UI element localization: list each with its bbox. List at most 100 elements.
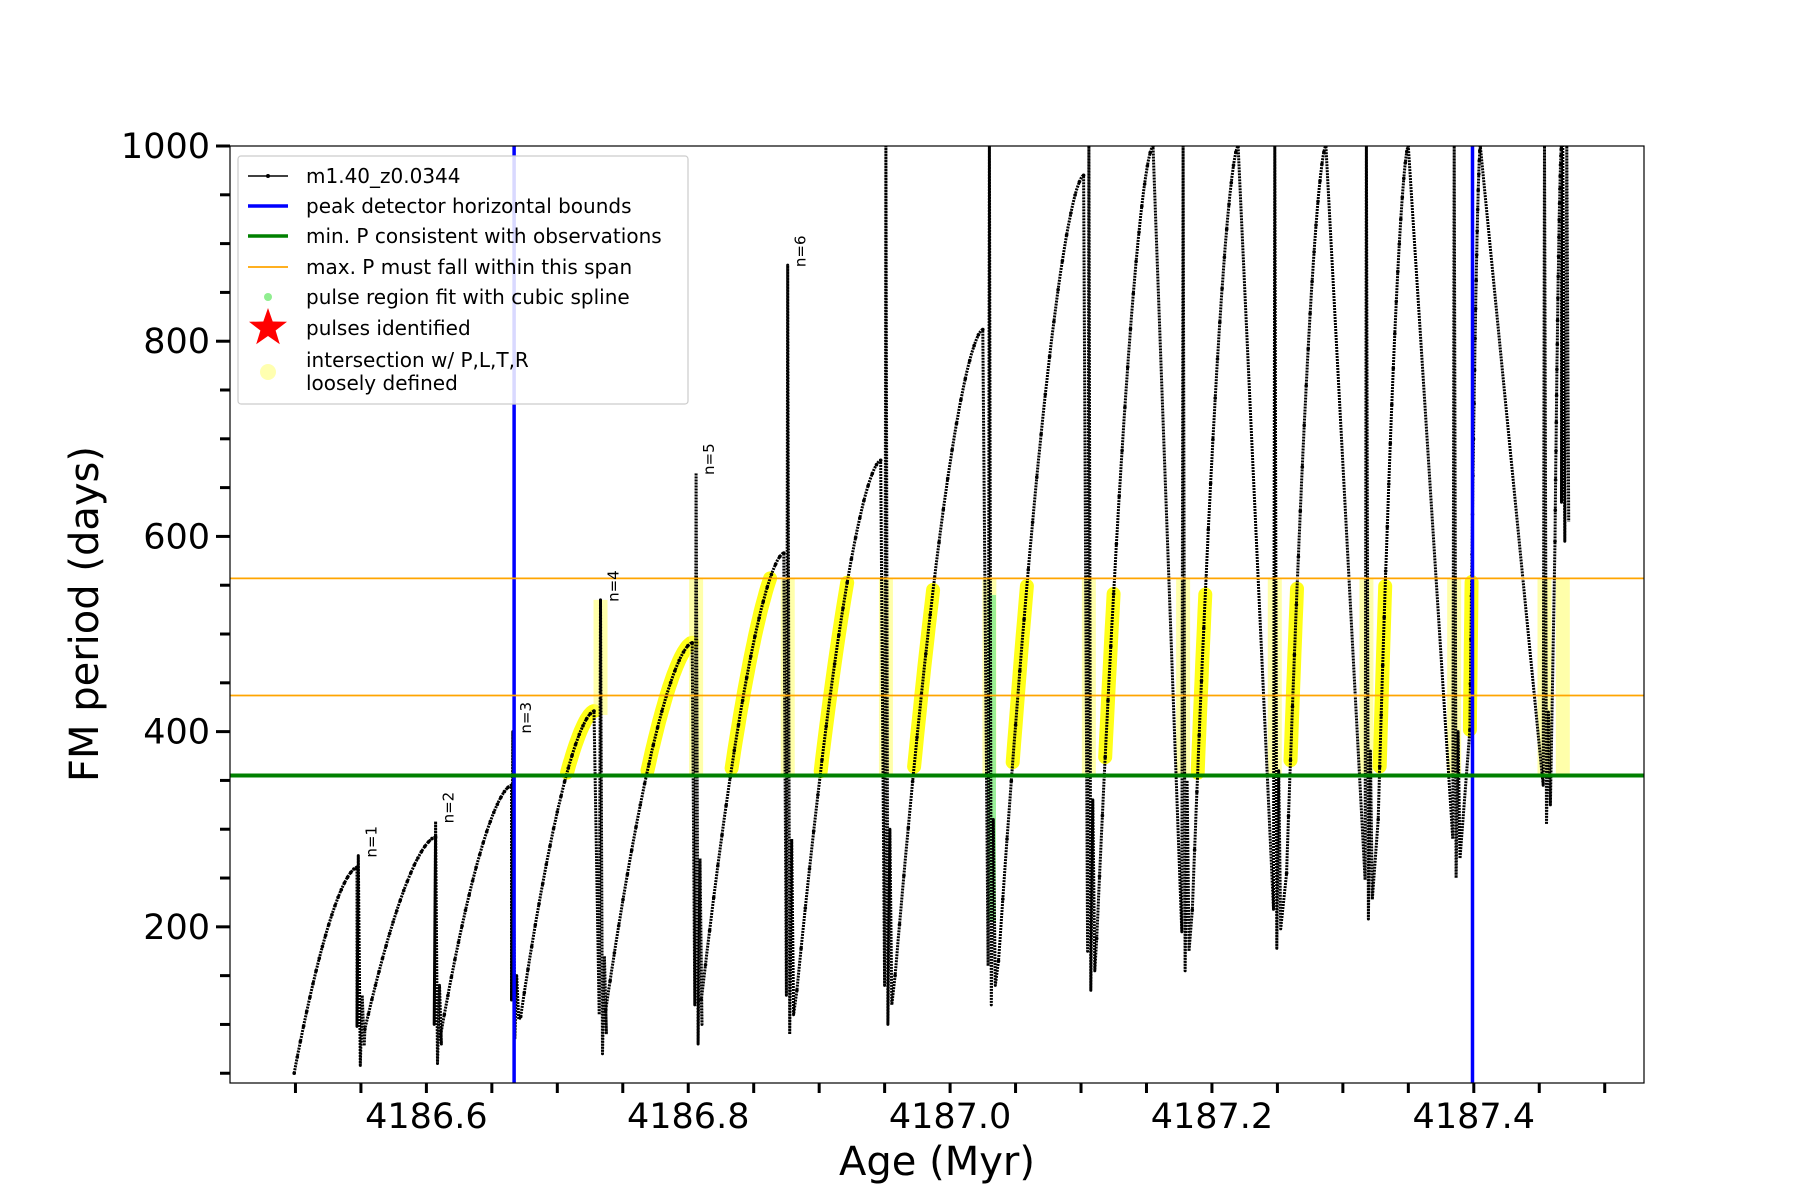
data-point [1064,233,1069,237]
overlay-layer [560,571,1570,922]
data-point [581,724,585,728]
data-point [463,908,468,912]
data-point [1306,346,1310,351]
data-point [442,1012,447,1017]
data-point [492,810,496,815]
data-point [363,1027,367,1032]
data-point [1148,150,1152,155]
data-point [1555,318,1560,323]
data-point [963,376,968,381]
data-point [711,895,716,900]
data-point [945,476,950,481]
data-point [1302,423,1306,428]
data-point [1134,259,1138,264]
data-point [1558,163,1563,167]
data-point [540,882,545,886]
data-point [592,709,596,713]
data-point [1558,187,1562,191]
data-point [380,956,385,961]
data-point [484,829,489,834]
data-point [449,975,454,979]
pulse-label: n=1 [362,826,380,858]
data-point [616,924,621,928]
data-point [928,613,932,617]
data-point [1310,279,1314,284]
data-point [370,997,374,1002]
data-point [467,893,471,897]
data-point [412,863,417,867]
data-point [352,867,356,871]
data-point [996,959,1001,963]
data-point [373,983,378,988]
plot-frame [229,145,1645,1084]
data-point [405,879,410,884]
data-point [1047,354,1052,359]
data-point [638,803,643,807]
data-point [1553,508,1558,512]
data-point [1103,755,1107,759]
data-point [308,995,312,1000]
data-point [423,844,427,849]
legend-box [237,155,689,405]
data-point [1222,255,1227,260]
data-point [1320,162,1324,167]
pulse-label: n=3 [517,702,535,734]
data-point [339,887,344,892]
data-point [1296,555,1301,559]
data-point [959,398,963,402]
data-point [703,963,708,967]
x-tick-label: 4187.0 [889,1097,1011,1137]
data-point [967,358,972,363]
data-point [577,732,582,737]
data-point [1477,158,1482,163]
data-point [1286,814,1291,818]
data-point [870,471,875,476]
data-point [1304,384,1308,388]
data-point [629,848,634,852]
data-point [1383,569,1388,573]
star-icon [249,308,287,345]
data-point [1476,188,1480,193]
data-point [391,920,395,924]
data-point [1393,331,1397,336]
x-tick-label: 4187.4 [1413,1097,1535,1137]
data-point [506,785,510,790]
data-point [950,448,954,452]
data-point [1123,405,1127,410]
data-point [1218,320,1222,325]
data-point [621,897,625,902]
data-point [1553,539,1557,544]
y-axis: 200 400 600 800 1000 [121,127,230,1075]
data-point [333,903,337,908]
data-point [1312,250,1316,254]
data-point [544,862,549,867]
data-point [1220,286,1224,291]
data-point [1097,874,1102,878]
reference-lines [230,146,1644,1083]
data-point [1308,312,1312,316]
data-point [1195,789,1199,794]
data-point [862,498,866,503]
data-point [660,709,664,713]
data-point [398,898,403,903]
data-point [474,865,478,870]
data-point [1106,698,1110,703]
data-point [849,557,854,561]
data-point [366,1012,371,1016]
data-point [1145,164,1150,168]
data-point [668,680,673,685]
data-point [1554,449,1558,453]
data-point [336,895,340,900]
data-point [1039,432,1043,437]
data-point [878,458,883,463]
y-axis-title: FM period (days) [62,446,108,782]
data-point [1128,327,1133,331]
data-point [1026,567,1031,572]
data-point [858,516,862,520]
data-point [1224,227,1229,231]
intersection-region [640,635,700,778]
data-point [1100,813,1105,818]
data-point [1557,217,1561,222]
data-point [292,1071,297,1075]
y-tick-label: 800 [143,322,210,362]
